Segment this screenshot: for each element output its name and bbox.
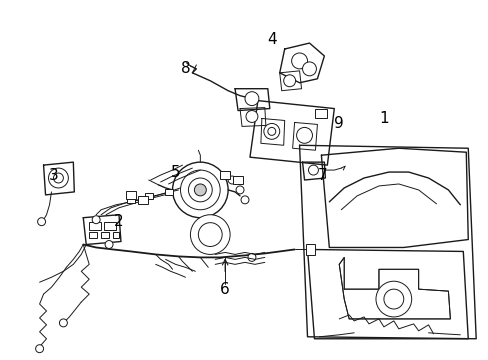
Text: 5: 5: [170, 165, 180, 180]
Polygon shape: [307, 249, 468, 339]
Polygon shape: [260, 118, 284, 145]
Circle shape: [267, 127, 275, 135]
Circle shape: [60, 319, 67, 327]
Bar: [89, 222, 101, 230]
Bar: [113, 231, 119, 238]
Polygon shape: [292, 122, 317, 150]
Circle shape: [53, 173, 63, 183]
Circle shape: [48, 168, 68, 188]
Circle shape: [228, 176, 236, 184]
Circle shape: [172, 162, 228, 218]
Text: 6: 6: [220, 282, 229, 297]
Polygon shape: [339, 257, 449, 319]
Circle shape: [194, 184, 206, 196]
Circle shape: [105, 240, 113, 248]
Circle shape: [198, 223, 222, 247]
Circle shape: [383, 289, 403, 309]
Bar: [233, 176, 243, 184]
Polygon shape: [302, 162, 325, 180]
Text: 4: 4: [266, 32, 276, 46]
Polygon shape: [235, 89, 269, 111]
Polygon shape: [279, 43, 324, 83]
Circle shape: [190, 215, 230, 255]
Circle shape: [247, 253, 255, 261]
Bar: [101, 231, 109, 238]
Bar: [144, 193, 152, 199]
Bar: [126, 191, 136, 199]
Circle shape: [36, 345, 43, 353]
Text: 3: 3: [48, 167, 58, 183]
Circle shape: [188, 178, 212, 202]
Circle shape: [245, 111, 257, 122]
Text: 8: 8: [180, 61, 190, 76]
Circle shape: [375, 281, 411, 317]
Bar: [305, 243, 315, 255]
Bar: [315, 109, 326, 118]
Bar: [104, 222, 116, 230]
Circle shape: [291, 53, 307, 69]
Circle shape: [302, 62, 316, 76]
Polygon shape: [249, 100, 334, 165]
Polygon shape: [279, 71, 301, 91]
Bar: [138, 196, 147, 204]
Circle shape: [308, 165, 318, 175]
Circle shape: [264, 123, 279, 139]
Polygon shape: [43, 162, 74, 195]
Bar: [89, 231, 97, 238]
Circle shape: [180, 170, 220, 210]
Polygon shape: [240, 108, 265, 126]
Bar: [220, 171, 230, 179]
Text: 2: 2: [114, 214, 123, 229]
Circle shape: [283, 75, 295, 87]
Bar: [127, 197, 135, 203]
Circle shape: [38, 218, 45, 226]
Text: 1: 1: [378, 111, 388, 126]
Circle shape: [296, 127, 312, 143]
Circle shape: [236, 186, 244, 194]
Circle shape: [92, 216, 100, 224]
Polygon shape: [321, 148, 468, 247]
Text: 9: 9: [334, 116, 344, 131]
Circle shape: [244, 92, 258, 105]
Text: 7: 7: [317, 167, 326, 183]
Circle shape: [241, 196, 248, 204]
Polygon shape: [299, 145, 475, 339]
Bar: [164, 189, 172, 195]
Polygon shape: [83, 215, 121, 244]
